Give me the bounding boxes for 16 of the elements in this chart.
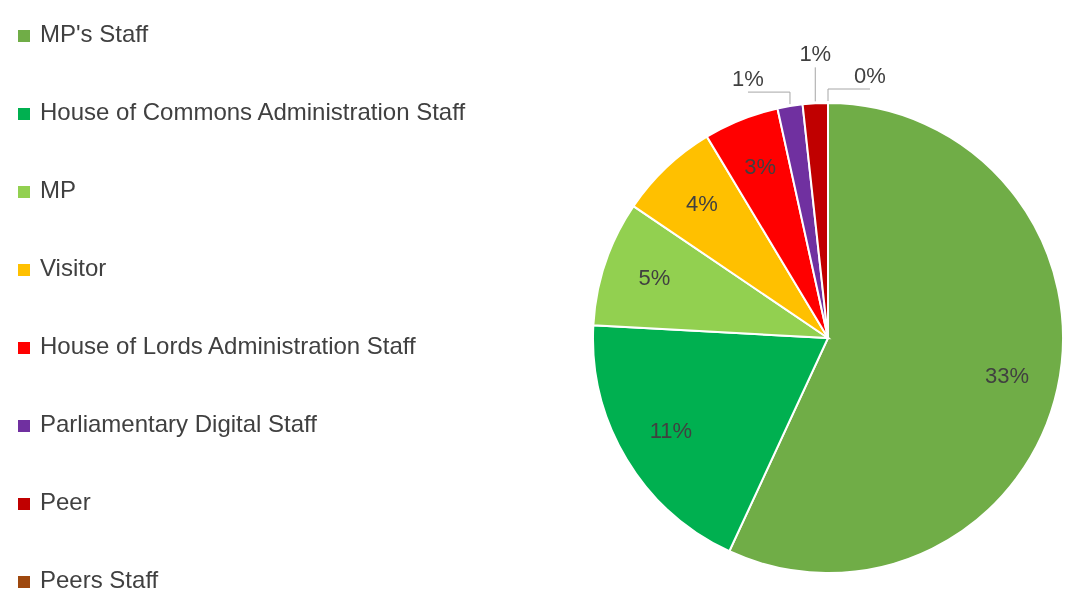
legend-label: House of Commons Administration Staff [40, 98, 466, 126]
legend-label: Peers Staff [40, 566, 159, 594]
data-label: 4% [686, 190, 718, 216]
data-label: 5% [638, 265, 671, 291]
legend-label: Peer [40, 488, 91, 516]
data-label: 1% [732, 65, 764, 91]
data-label: 11% [649, 418, 693, 444]
legend-label: MP's Staff [40, 20, 149, 48]
legend-label: Visitor [40, 254, 107, 282]
data-label: 3% [744, 153, 777, 179]
legend-label: MP [40, 176, 76, 204]
legend-label: House of Lords Administration Staff [40, 332, 417, 360]
legend-label: Parliamentary Digital Staff [40, 410, 318, 438]
text: 0% [854, 62, 886, 88]
data-label: 1% [799, 41, 832, 67]
data-label: 33% [984, 363, 1030, 389]
